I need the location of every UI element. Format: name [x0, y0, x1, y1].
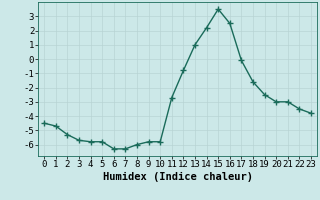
- X-axis label: Humidex (Indice chaleur): Humidex (Indice chaleur): [103, 172, 252, 182]
